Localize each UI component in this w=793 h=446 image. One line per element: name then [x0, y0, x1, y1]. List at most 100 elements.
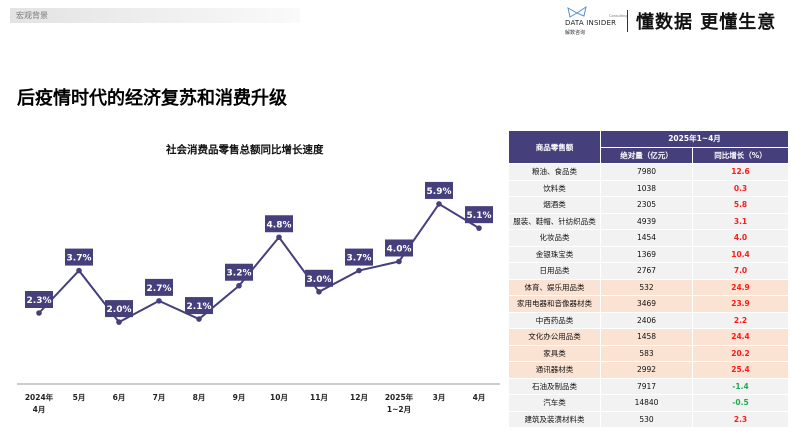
row-category: 烟酒类 [508, 196, 601, 214]
table-row: 服装、鞋帽、针纺织品类 4939 3.1 [508, 212, 790, 230]
table-row: 烟酒类 2305 5.8 [508, 196, 790, 214]
table-row: 文化办公用品类 1458 24.4 [508, 328, 790, 346]
table-row: 中西药品类 2406 2.2 [508, 311, 790, 329]
row-growth: 25.4 [691, 361, 790, 379]
row-amount: 1458 [600, 328, 693, 346]
row-growth: 2.3 [691, 410, 790, 428]
row-growth: 4.0 [691, 229, 790, 247]
data-point [316, 288, 322, 295]
x-tick-label: 1~2月 [387, 405, 411, 414]
logo-consulting: Consulting [609, 14, 628, 18]
data-label: 2.7% [147, 284, 172, 294]
row-amount: 1454 [600, 229, 693, 247]
data-label-box [385, 239, 413, 257]
table-row: 饮料类 1038 0.3 [508, 179, 790, 197]
table-row: 日用品类 2767 7.0 [508, 262, 790, 280]
row-growth: 2.2 [691, 311, 790, 329]
row-amount: 2305 [600, 196, 693, 214]
row-amount: 7980 [600, 163, 693, 181]
row-category: 石油及制品类 [508, 377, 601, 395]
data-point [236, 282, 242, 289]
data-point [476, 225, 482, 231]
data-label: 3.7% [347, 254, 372, 264]
table-row: 粮油、食品类 7980 12.6 [508, 163, 790, 181]
row-category: 体育、娱乐用品类 [508, 278, 601, 296]
row-amount: 14840 [600, 394, 693, 412]
header-category: 商品零售额 [508, 130, 601, 164]
data-point [436, 201, 442, 207]
row-growth: 7.0 [691, 262, 790, 280]
data-label-box [425, 181, 453, 199]
row-growth: 3.1 [691, 212, 790, 230]
row-amount: 2992 [600, 361, 693, 379]
row-amount: 2406 [600, 311, 693, 329]
table-row: 通讯器材类 2992 25.4 [508, 361, 790, 379]
row-category: 中西药品类 [508, 311, 601, 329]
data-point [196, 316, 202, 322]
data-point [396, 258, 402, 265]
data-point [156, 298, 162, 304]
row-category: 金银珠宝类 [508, 245, 601, 263]
data-label-box [225, 263, 253, 281]
data-label: 4.0% [387, 244, 412, 254]
table-row: 石油及制品类 7917 -1.4 [508, 377, 790, 395]
retail-table: 商品零售额 2025年1~4月 绝对量（亿元） 同比增长（%） 粮油、食品类 7980… [508, 130, 790, 428]
data-label: 5.1% [467, 211, 492, 221]
data-label: 4.8% [267, 220, 292, 230]
row-category: 化妆品类 [508, 229, 601, 247]
data-label: 3.7% [67, 254, 92, 264]
logo-sub: 解数咨询 [565, 30, 586, 36]
row-category: 家用电器和音像器材类 [508, 295, 601, 313]
data-point [356, 267, 362, 274]
data-point [116, 319, 122, 325]
table-row: 化妆品类 1454 4.0 [508, 229, 790, 247]
data-label: 2.3% [27, 296, 52, 306]
row-growth: 0.3 [691, 179, 790, 197]
data-label-box [465, 206, 493, 224]
row-category: 汽车类 [508, 394, 601, 412]
row-growth: 24.4 [691, 328, 790, 346]
x-tick-label: 8月 [193, 393, 206, 402]
row-amount: 2767 [600, 262, 693, 280]
data-label: 2.1% [187, 302, 212, 312]
data-label-box [105, 300, 133, 318]
row-growth: 20.2 [691, 344, 790, 362]
data-insider-logo: Consulting DATA INSIDER 解数咨询 [565, 6, 631, 38]
row-category: 日用品类 [508, 262, 601, 280]
row-amount: 7917 [600, 377, 693, 395]
row-category: 粮油、食品类 [508, 163, 601, 181]
section-label: 宏观背景 [10, 8, 300, 23]
row-category: 建筑及装潢材料类 [508, 410, 601, 428]
row-amount: 532 [600, 278, 693, 296]
data-point [36, 310, 42, 316]
x-tick-label: 2025年 [385, 392, 414, 402]
row-growth: 24.9 [691, 278, 790, 296]
data-label-box [265, 215, 293, 233]
row-category: 通讯器材类 [508, 361, 601, 379]
data-label: 3.0% [307, 275, 332, 285]
row-growth: -1.4 [691, 377, 790, 395]
x-tick-label: 7月 [153, 393, 166, 402]
row-category: 饮料类 [508, 179, 601, 197]
row-amount: 3469 [600, 295, 693, 313]
row-category: 家具类 [508, 344, 601, 362]
header-growth: 同比增长（%） [691, 146, 790, 164]
header-divider [627, 10, 628, 32]
data-label-box [65, 248, 93, 266]
row-amount: 583 [600, 344, 693, 362]
row-growth: 10.4 [691, 245, 790, 263]
page-title: 后疫情时代的经济复苏和消费升级 [17, 88, 287, 109]
row-growth: 12.6 [691, 163, 790, 181]
logo-bowtie-icon [567, 6, 587, 18]
x-tick-label: 4月 [473, 393, 486, 402]
x-tick-label: 12月 [350, 393, 368, 402]
x-tick-label: 4月 [33, 405, 46, 414]
x-tick-label: 2024年 [25, 392, 54, 402]
header-period: 2025年1~4月 [599, 130, 790, 148]
x-tick-label: 6月 [113, 393, 126, 402]
x-tick-label: 3月 [433, 393, 446, 402]
data-label-box [185, 297, 213, 315]
row-category: 文化办公用品类 [508, 328, 601, 346]
slogan: 懂数据 更懂生意 [636, 12, 777, 33]
x-tick-label: 10月 [270, 393, 288, 402]
